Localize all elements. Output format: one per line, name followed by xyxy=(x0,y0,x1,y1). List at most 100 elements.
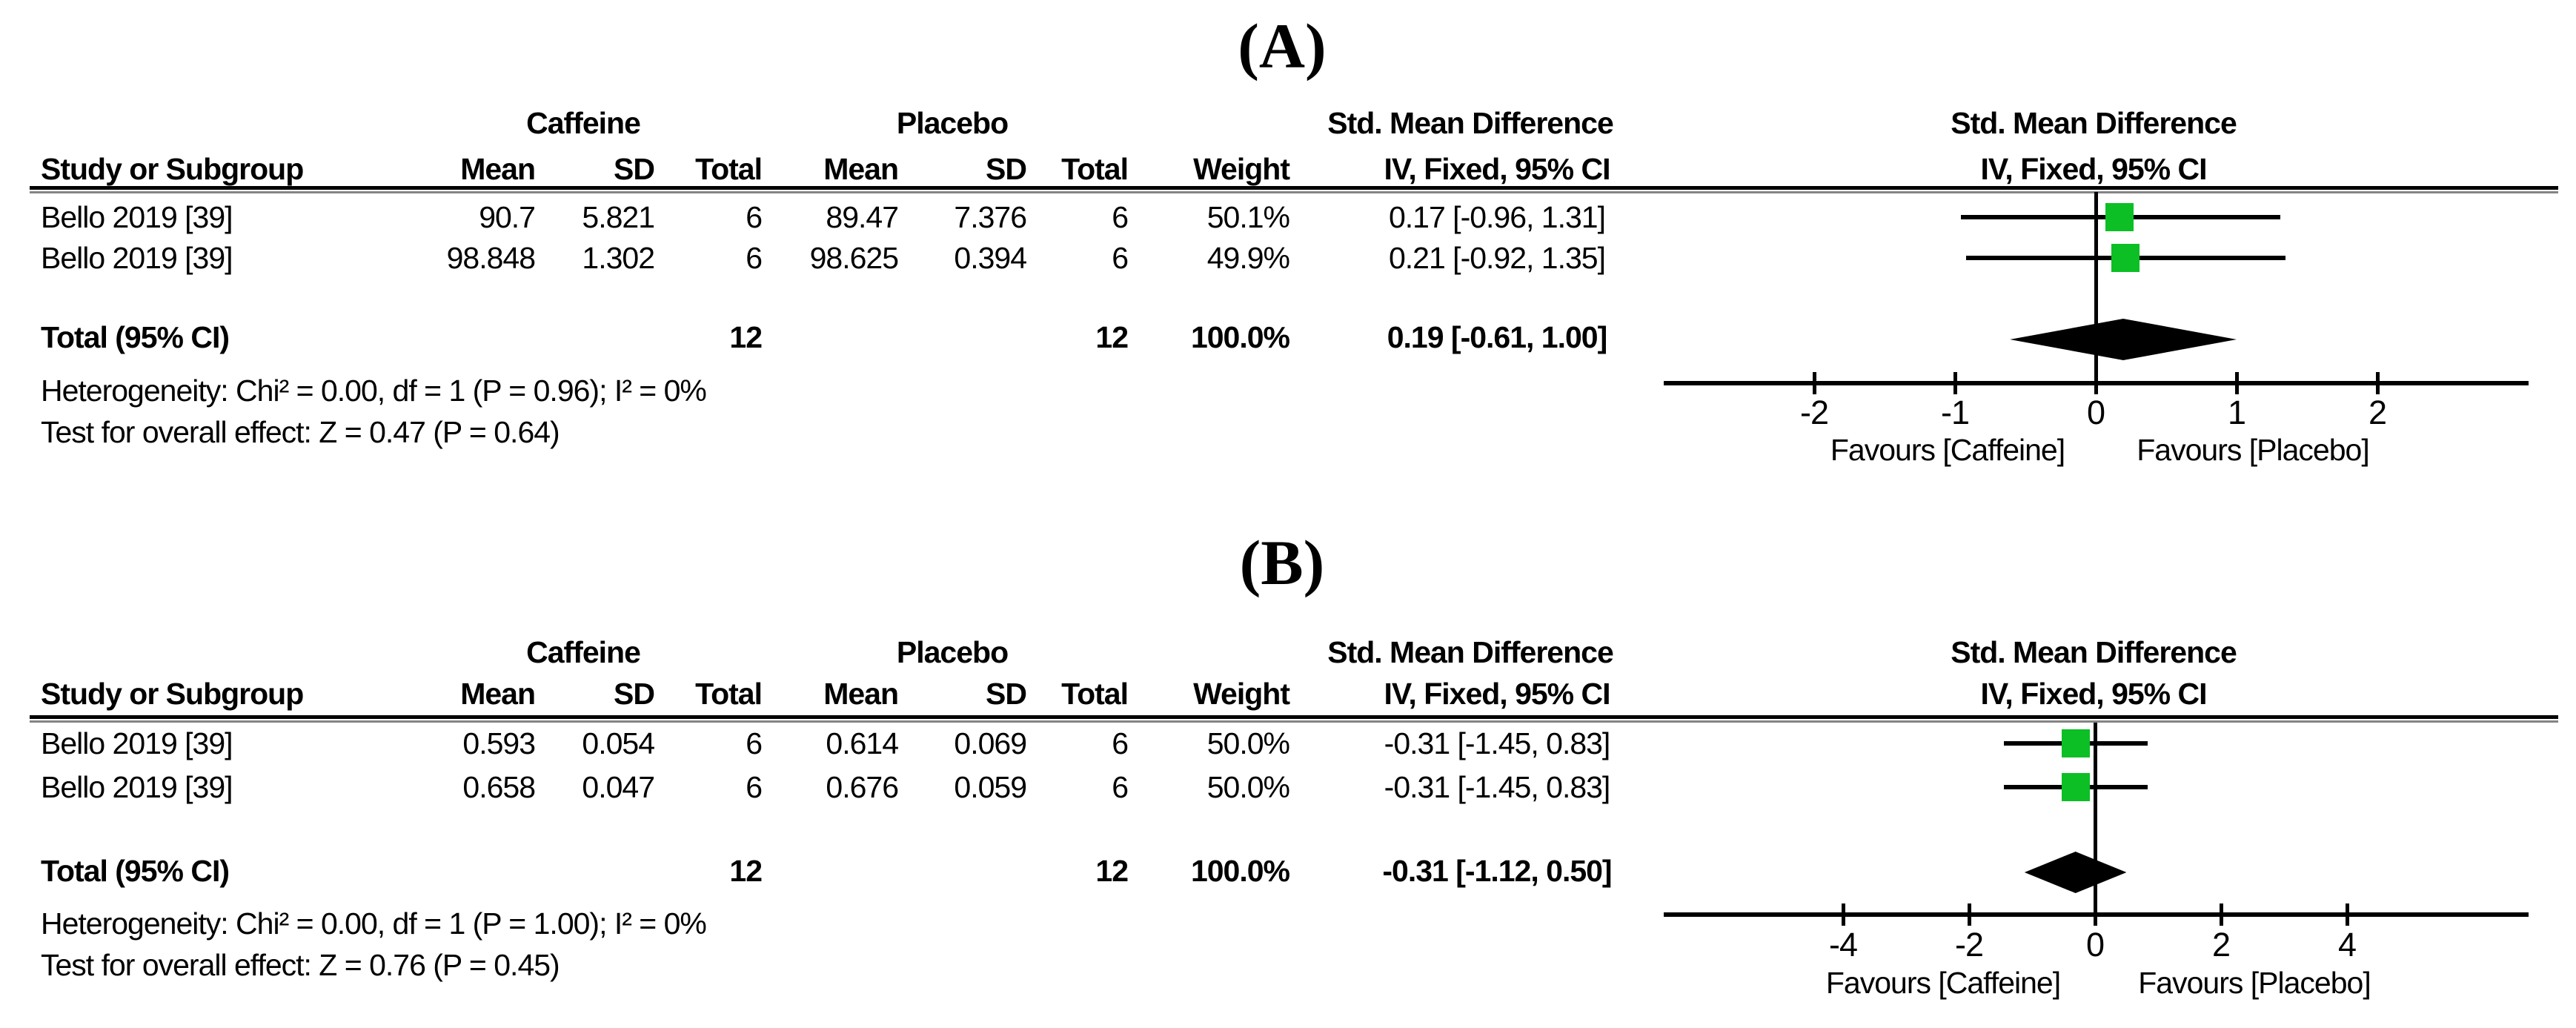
axis-tick-label: 0 xyxy=(2085,926,2105,964)
caffeine-sd-header: SD xyxy=(614,152,655,186)
iv-plot-header: IV, Fixed, 95% CI xyxy=(1980,152,2207,186)
placebo-total-sum: 12 xyxy=(1095,320,1129,354)
placebo-mean-header: Mean xyxy=(823,677,899,711)
caffeine-mean-cell: 98.848 xyxy=(446,241,536,275)
smd-plot-header: Std. Mean Difference xyxy=(1951,635,2237,669)
caffeine-sd-cell: 1.302 xyxy=(582,241,655,275)
axis-tick-label: -1 xyxy=(1940,394,1970,431)
overall-effect-line: Test for overall effect: Z = 0.47 (P = 0… xyxy=(41,415,560,449)
caffeine-total-cell: 6 xyxy=(746,726,763,760)
placebo-mean-cell: 0.614 xyxy=(826,726,899,760)
axis-tick-label: 2 xyxy=(2368,394,2387,431)
heterogeneity-line: Heterogeneity: Chi² = 0.00, df = 1 (P = … xyxy=(41,906,707,941)
placebo-sd-header: SD xyxy=(986,677,1027,711)
caffeine-sd-cell: 0.054 xyxy=(582,726,655,760)
placebo-sd-cell: 0.069 xyxy=(954,726,1027,760)
total-ci-text: -0.31 [-1.12, 0.50] xyxy=(1382,854,1612,888)
ci-text-cell: -0.31 [-1.45, 0.83] xyxy=(1384,770,1611,804)
study-cell: Bello 2019 [39] xyxy=(41,200,233,234)
heterogeneity-line: Heterogeneity: Chi² = 0.00, df = 1 (P = … xyxy=(41,374,707,408)
caffeine-total-sum: 12 xyxy=(729,854,763,888)
effect-square xyxy=(2061,729,2090,757)
axis-tick xyxy=(1842,903,1845,926)
placebo-total-cell: 6 xyxy=(1112,241,1129,275)
axis-tick xyxy=(2346,903,2349,926)
ci-text-cell: -0.31 [-1.45, 0.83] xyxy=(1384,726,1611,760)
placebo-mean-cell: 89.47 xyxy=(826,200,899,234)
placebo-group-header: Placebo xyxy=(896,106,1009,140)
ci-text-cell: 0.17 [-0.96, 1.31] xyxy=(1388,200,1606,234)
weight-cell: 50.0% xyxy=(1206,726,1290,760)
placebo-total-sum: 12 xyxy=(1095,854,1129,888)
axis-tick-label: 2 xyxy=(2211,926,2231,964)
zero-line xyxy=(2094,192,2098,385)
caffeine-total-cell: 6 xyxy=(746,200,763,234)
study-cell: Bello 2019 [39] xyxy=(41,726,233,760)
axis-tick xyxy=(2220,903,2223,926)
caffeine-sd-cell: 0.047 xyxy=(582,770,655,804)
pooled-diamond xyxy=(2024,852,2127,893)
axis-tick xyxy=(1953,372,1957,394)
panel-b-label: (B) xyxy=(1239,527,1325,598)
placebo-total-cell: 6 xyxy=(1112,726,1129,760)
placebo-mean-header: Mean xyxy=(823,152,899,186)
caffeine-mean-cell: 0.593 xyxy=(462,726,536,760)
caffeine-sd-cell: 5.821 xyxy=(582,200,655,234)
weight-column-header: Weight xyxy=(1193,152,1290,186)
caffeine-total-header: Total xyxy=(695,152,763,186)
header-rule xyxy=(30,186,2558,193)
placebo-sd-cell: 0.059 xyxy=(954,770,1027,804)
placebo-group-header: Placebo xyxy=(896,635,1009,669)
favours-left-label: Favours [Caffeine] xyxy=(1825,966,2061,1000)
axis-tick-label: 1 xyxy=(2227,394,2246,431)
panel-b: (B) Caffeine Placebo Std. Mean Differenc… xyxy=(0,509,2576,1028)
placebo-sd-header: SD xyxy=(986,152,1027,186)
total-ci-text: 0.19 [-0.61, 1.00] xyxy=(1387,320,1608,354)
axis-tick xyxy=(1813,372,1816,394)
placebo-mean-cell: 0.676 xyxy=(826,770,899,804)
smd-table-header: Std. Mean Difference xyxy=(1327,106,1614,140)
placebo-sd-cell: 0.394 xyxy=(954,241,1027,275)
total-label: Total (95% CI) xyxy=(41,320,230,354)
header-rule xyxy=(30,715,2558,723)
effect-square xyxy=(2111,244,2140,272)
caffeine-total-cell: 6 xyxy=(746,241,763,275)
overall-effect-line: Test for overall effect: Z = 0.76 (P = 0… xyxy=(41,948,560,982)
placebo-total-cell: 6 xyxy=(1112,770,1129,804)
caffeine-total-cell: 6 xyxy=(746,770,763,804)
ci-text-cell: 0.21 [-0.92, 1.35] xyxy=(1388,241,1606,275)
placebo-sd-cell: 7.376 xyxy=(954,200,1027,234)
smd-plot-header: Std. Mean Difference xyxy=(1951,106,2237,140)
study-cell: Bello 2019 [39] xyxy=(41,770,233,804)
placebo-mean-cell: 98.625 xyxy=(809,241,899,275)
axis-tick xyxy=(2376,372,2380,394)
iv-plot-header: IV, Fixed, 95% CI xyxy=(1980,677,2207,711)
axis-tick xyxy=(1968,903,1971,926)
effect-square xyxy=(2105,203,2134,231)
total-weight: 100.0% xyxy=(1190,320,1290,354)
caffeine-mean-cell: 0.658 xyxy=(462,770,536,804)
axis-tick-label: -2 xyxy=(1954,926,1984,964)
caffeine-total-sum: 12 xyxy=(729,320,763,354)
effect-square xyxy=(2061,773,2090,801)
placebo-total-header: Total xyxy=(1061,152,1129,186)
favours-right-label: Favours [Placebo] xyxy=(2138,966,2371,1000)
weight-cell: 50.1% xyxy=(1206,200,1290,234)
panel-a: (A) Caffeine Placebo Std. Mean Differenc… xyxy=(0,0,2576,509)
study-column-header: Study or Subgroup xyxy=(41,152,304,186)
iv-table-header: IV, Fixed, 95% CI xyxy=(1384,152,1610,186)
study-cell: Bello 2019 [39] xyxy=(41,241,233,275)
study-column-header: Study or Subgroup xyxy=(41,677,304,711)
caffeine-total-header: Total xyxy=(695,677,763,711)
placebo-total-header: Total xyxy=(1061,677,1129,711)
caffeine-mean-cell: 90.7 xyxy=(479,200,536,234)
smd-table-header: Std. Mean Difference xyxy=(1327,635,1614,669)
caffeine-group-header: Caffeine xyxy=(526,635,641,669)
pooled-diamond xyxy=(2010,319,2237,360)
caffeine-sd-header: SD xyxy=(614,677,655,711)
axis-tick-label: 0 xyxy=(2086,394,2105,431)
axis-tick-label: 4 xyxy=(2337,926,2357,964)
favours-left-label: Favours [Caffeine] xyxy=(1830,433,2065,467)
iv-table-header: IV, Fixed, 95% CI xyxy=(1384,677,1610,711)
